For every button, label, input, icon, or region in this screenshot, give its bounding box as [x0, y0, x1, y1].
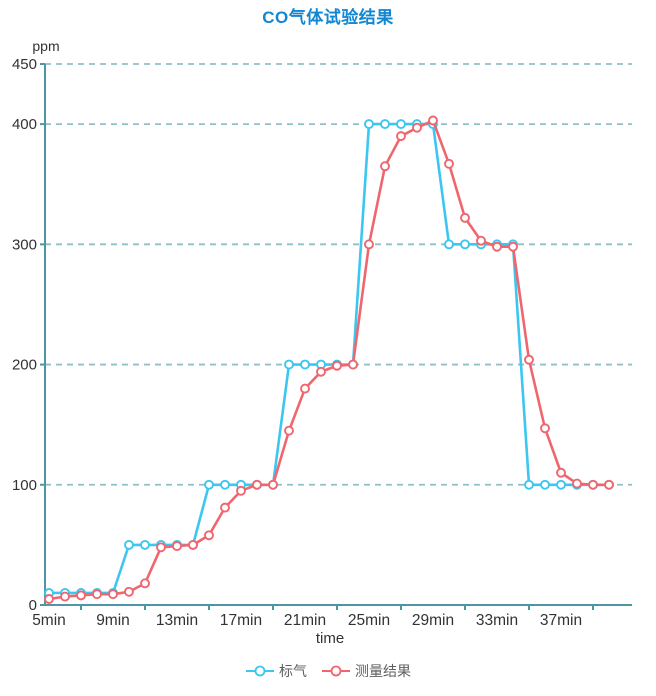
data-point-measurement-result — [588, 479, 598, 490]
data-point-measurement-result — [476, 235, 486, 246]
data-point-measurement-result — [236, 485, 246, 496]
data-point-measurement-result — [524, 354, 534, 365]
data-point-measurement-result — [556, 467, 566, 478]
data-point-measurement-result — [428, 115, 438, 126]
data-point-standard-gas — [124, 539, 134, 550]
chart-title: CO气体试验结果 — [262, 8, 394, 27]
data-point-measurement-result — [124, 586, 134, 597]
data-point-standard-gas — [444, 239, 454, 250]
data-point-standard-gas — [396, 119, 406, 130]
data-point-standard-gas — [284, 359, 294, 370]
x-tick-label: 5min — [32, 612, 66, 629]
data-point-measurement-result — [460, 212, 470, 223]
x-axis-name-label: time — [316, 630, 344, 647]
data-point-measurement-result — [508, 241, 518, 252]
x-tick-label: 25min — [348, 612, 390, 629]
x-tick-label: 33min — [476, 612, 518, 629]
data-point-measurement-result — [92, 589, 102, 600]
data-point-standard-gas — [556, 479, 566, 490]
data-point-measurement-result — [396, 131, 406, 142]
data-point-measurement-result — [252, 479, 262, 490]
data-point-standard-gas — [540, 479, 550, 490]
data-point-standard-gas — [300, 359, 310, 370]
data-point-measurement-result — [572, 478, 582, 489]
line-chart-plot-area: 0 100 200 300 400 450 5min 9min 13min 17min 21min 2… — [12, 38, 632, 647]
data-point-measurement-result — [300, 383, 310, 394]
data-point-measurement-result — [492, 241, 502, 252]
y-tick-label: 400 — [12, 116, 37, 133]
x-tick-label: 29min — [412, 612, 454, 629]
data-point-standard-gas — [204, 479, 214, 490]
y-tick-label: 0 — [29, 597, 37, 614]
data-point-measurement-result — [380, 161, 390, 172]
y-tick-label: 200 — [12, 357, 37, 374]
data-point-standard-gas — [380, 119, 390, 130]
y-tick-label: 450 — [12, 56, 37, 73]
legend-marker-standard-gas-icon — [245, 665, 275, 677]
data-point-measurement-result — [172, 541, 182, 552]
data-point-measurement-result — [44, 594, 54, 604]
x-tick-label: 37min — [540, 612, 582, 629]
data-point-measurement-result — [188, 539, 198, 550]
data-point-standard-gas — [524, 479, 534, 490]
legend-label-standard-gas: 标气 — [279, 663, 307, 679]
y-tick-label: 100 — [12, 477, 37, 494]
data-point-measurement-result — [76, 590, 86, 601]
x-tick-label: 17min — [220, 612, 262, 629]
legend-marker-measurement-result-icon — [321, 665, 351, 677]
data-point-standard-gas — [460, 239, 470, 250]
x-tick-label: 9min — [96, 612, 130, 629]
legend-label-measurement-result: 测量结果 — [355, 663, 411, 679]
data-point-measurement-result — [60, 591, 70, 602]
data-point-measurement-result — [204, 530, 214, 541]
x-tick-label: 13min — [156, 612, 198, 629]
data-point-measurement-result — [444, 158, 454, 169]
data-point-standard-gas — [220, 479, 230, 490]
data-point-measurement-result — [140, 578, 150, 589]
data-point-measurement-result — [348, 359, 358, 370]
data-point-measurement-result — [540, 423, 550, 434]
data-point-measurement-result — [108, 589, 118, 600]
data-point-measurement-result — [220, 502, 230, 513]
y-axis-unit-label: ppm — [32, 38, 59, 54]
data-point-measurement-result — [156, 542, 166, 553]
legend: 标气 测量结果 — [0, 661, 656, 681]
y-tick-label: 300 — [12, 236, 37, 253]
data-point-standard-gas — [364, 119, 374, 130]
data-point-standard-gas — [140, 539, 150, 550]
data-point-measurement-result — [268, 479, 278, 490]
data-point-measurement-result — [412, 122, 422, 133]
legend-item-measurement-result[interactable]: 测量结果 — [321, 661, 411, 681]
legend-item-standard-gas[interactable]: 标气 — [245, 661, 307, 681]
data-point-measurement-result — [316, 366, 326, 377]
data-point-measurement-result — [604, 479, 614, 490]
data-point-measurement-result — [332, 360, 342, 371]
data-point-measurement-result — [364, 239, 374, 250]
x-tick-label: 21min — [284, 612, 326, 629]
data-point-measurement-result — [284, 425, 294, 436]
